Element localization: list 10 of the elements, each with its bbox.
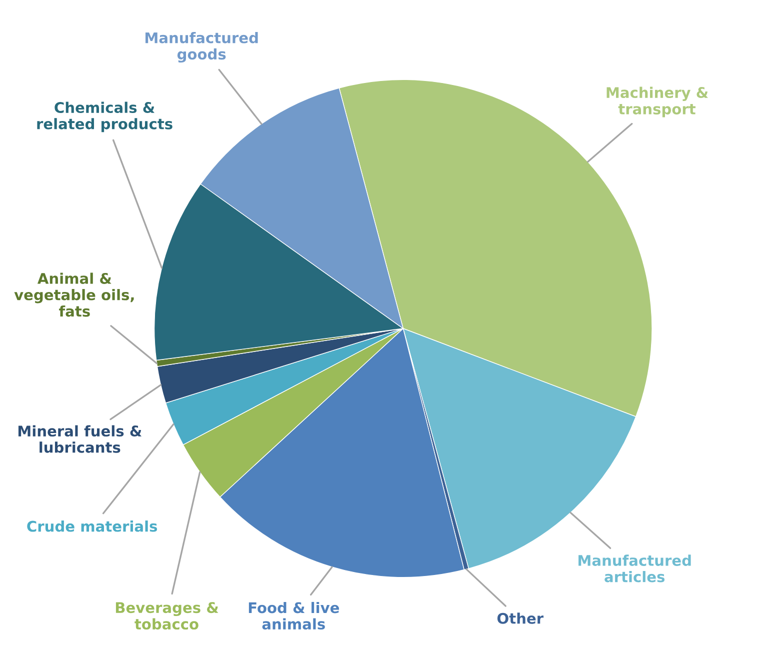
slice-label: Manufactured articles <box>578 554 691 582</box>
slice-label: Beverages & tobacco <box>116 602 218 630</box>
slice-label: Mineral fuels & lubricants <box>18 425 142 453</box>
slice-label: Chemicals & related products <box>37 102 172 132</box>
slice-label: Crude materials <box>27 520 158 532</box>
slice-label: Food & live animals <box>248 602 340 630</box>
slice-label: Machinery & transport <box>606 86 708 118</box>
slice-label: Manufactured goods <box>146 32 258 63</box>
slice-label: Other <box>497 612 544 624</box>
slice-label: Animal & vegetable oils, fats <box>14 272 134 317</box>
